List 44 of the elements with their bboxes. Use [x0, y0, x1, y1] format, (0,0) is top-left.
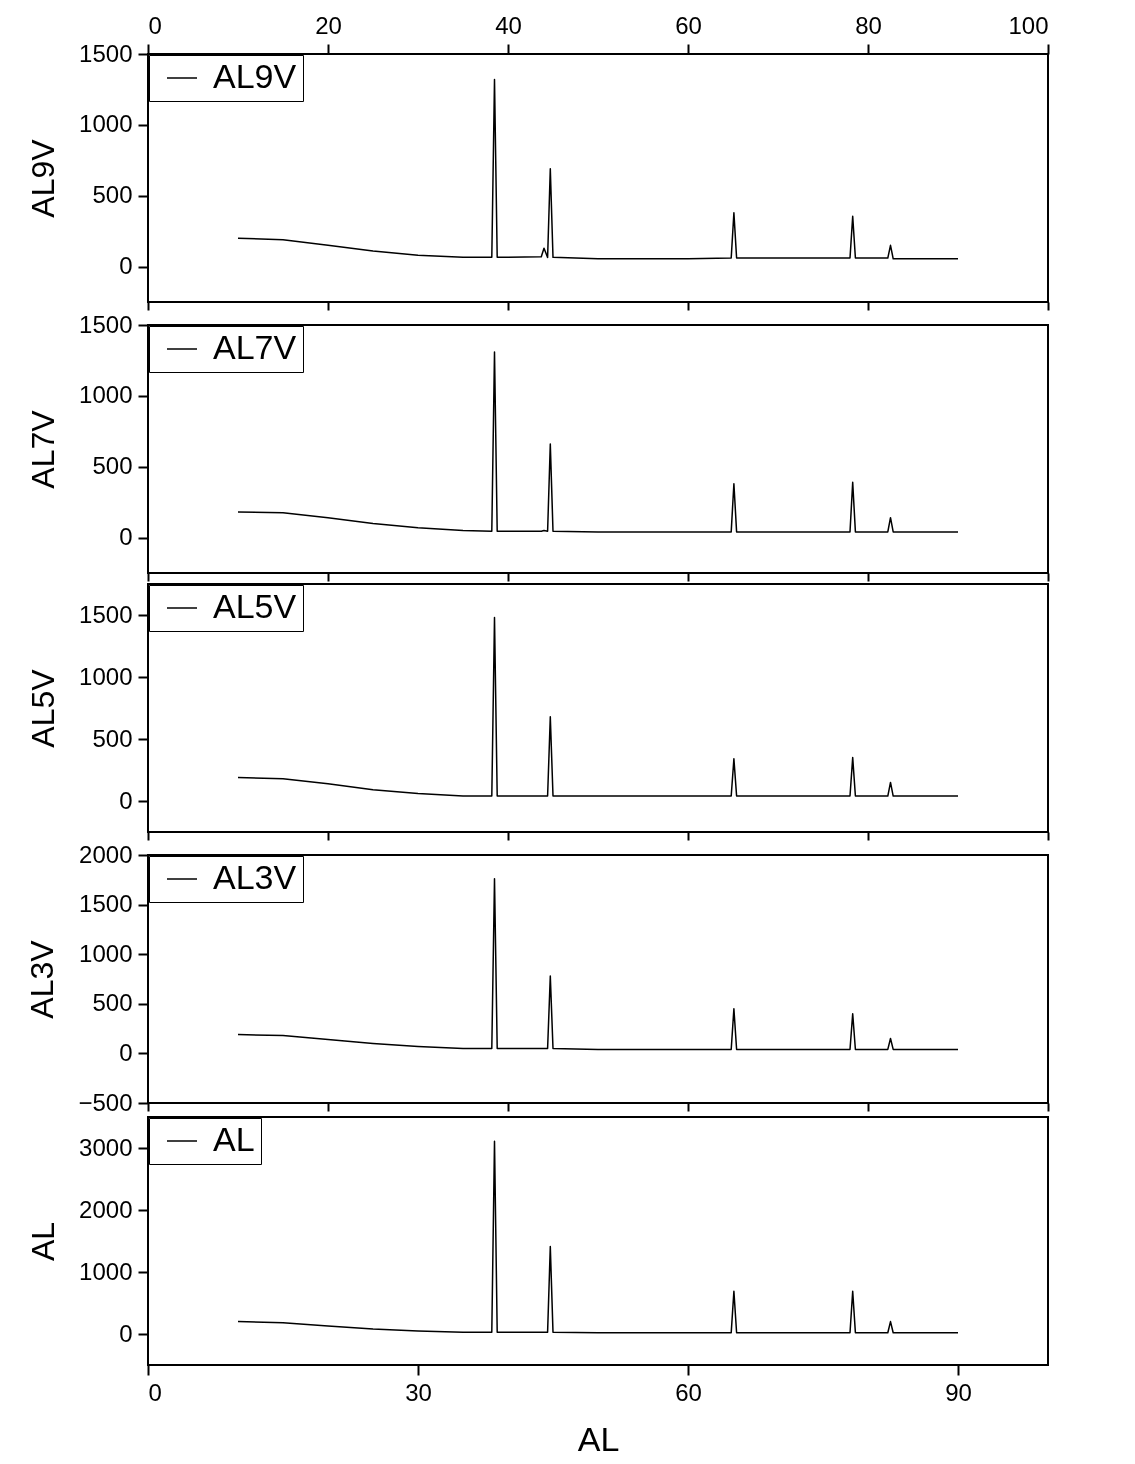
x2-tick-label: 100: [1008, 11, 1049, 39]
y-tick-label: 0: [119, 786, 133, 814]
y-axis-title: AL5V: [25, 668, 62, 748]
y-axis-title: AL9V: [25, 138, 62, 218]
y-tick-label: 2000: [79, 840, 133, 868]
y-tick-label: −500: [78, 1088, 133, 1116]
y-tick-label: 0: [119, 1319, 133, 1347]
y-tick-label: 0: [119, 252, 133, 280]
y-tick-label: 1000: [79, 381, 133, 409]
x-axis-title: AL: [577, 1419, 620, 1458]
x-tick-label: 30: [405, 1378, 432, 1406]
y-tick-label: 1500: [79, 890, 133, 918]
y-tick-label: 3000: [79, 1133, 133, 1161]
legend-label: AL9V: [213, 57, 297, 95]
legend-label: AL3V: [213, 858, 297, 896]
x2-tick-label: 80: [855, 11, 882, 39]
y-tick-label: 1500: [79, 39, 133, 67]
legend-label: AL: [213, 1120, 255, 1158]
y-tick-label: 500: [92, 181, 133, 209]
y-tick-label: 1500: [79, 600, 133, 628]
legend-label: AL7V: [213, 328, 297, 366]
y-axis-title: AL7V: [25, 409, 62, 489]
y-axis-title: AL3V: [24, 939, 61, 1019]
x2-tick-label: 60: [675, 11, 702, 39]
x-tick-label: 90: [945, 1378, 972, 1406]
x2-tick-label: 20: [315, 11, 342, 39]
y-tick-label: 500: [92, 724, 133, 752]
x-tick-label: 60: [675, 1378, 702, 1406]
y-tick-label: 1500: [79, 310, 133, 338]
y-tick-label: 500: [92, 989, 133, 1017]
legend-label: AL5V: [213, 587, 297, 625]
x2-tick-label: 0: [148, 11, 162, 39]
y-axis-title: AL: [25, 1221, 62, 1262]
y-tick-label: 0: [119, 1038, 133, 1066]
y-tick-label: 500: [92, 452, 133, 480]
y-tick-label: 1000: [79, 662, 133, 690]
line-series: [237, 616, 959, 797]
x2-tick-label: 40: [495, 11, 522, 39]
x-tick-label: 0: [148, 1378, 162, 1406]
y-tick-label: 2000: [79, 1195, 133, 1223]
y-tick-label: 1000: [79, 110, 133, 138]
y-tick-label: 1000: [79, 939, 133, 967]
y-tick-label: 0: [119, 523, 133, 551]
y-tick-label: 1000: [79, 1257, 133, 1285]
